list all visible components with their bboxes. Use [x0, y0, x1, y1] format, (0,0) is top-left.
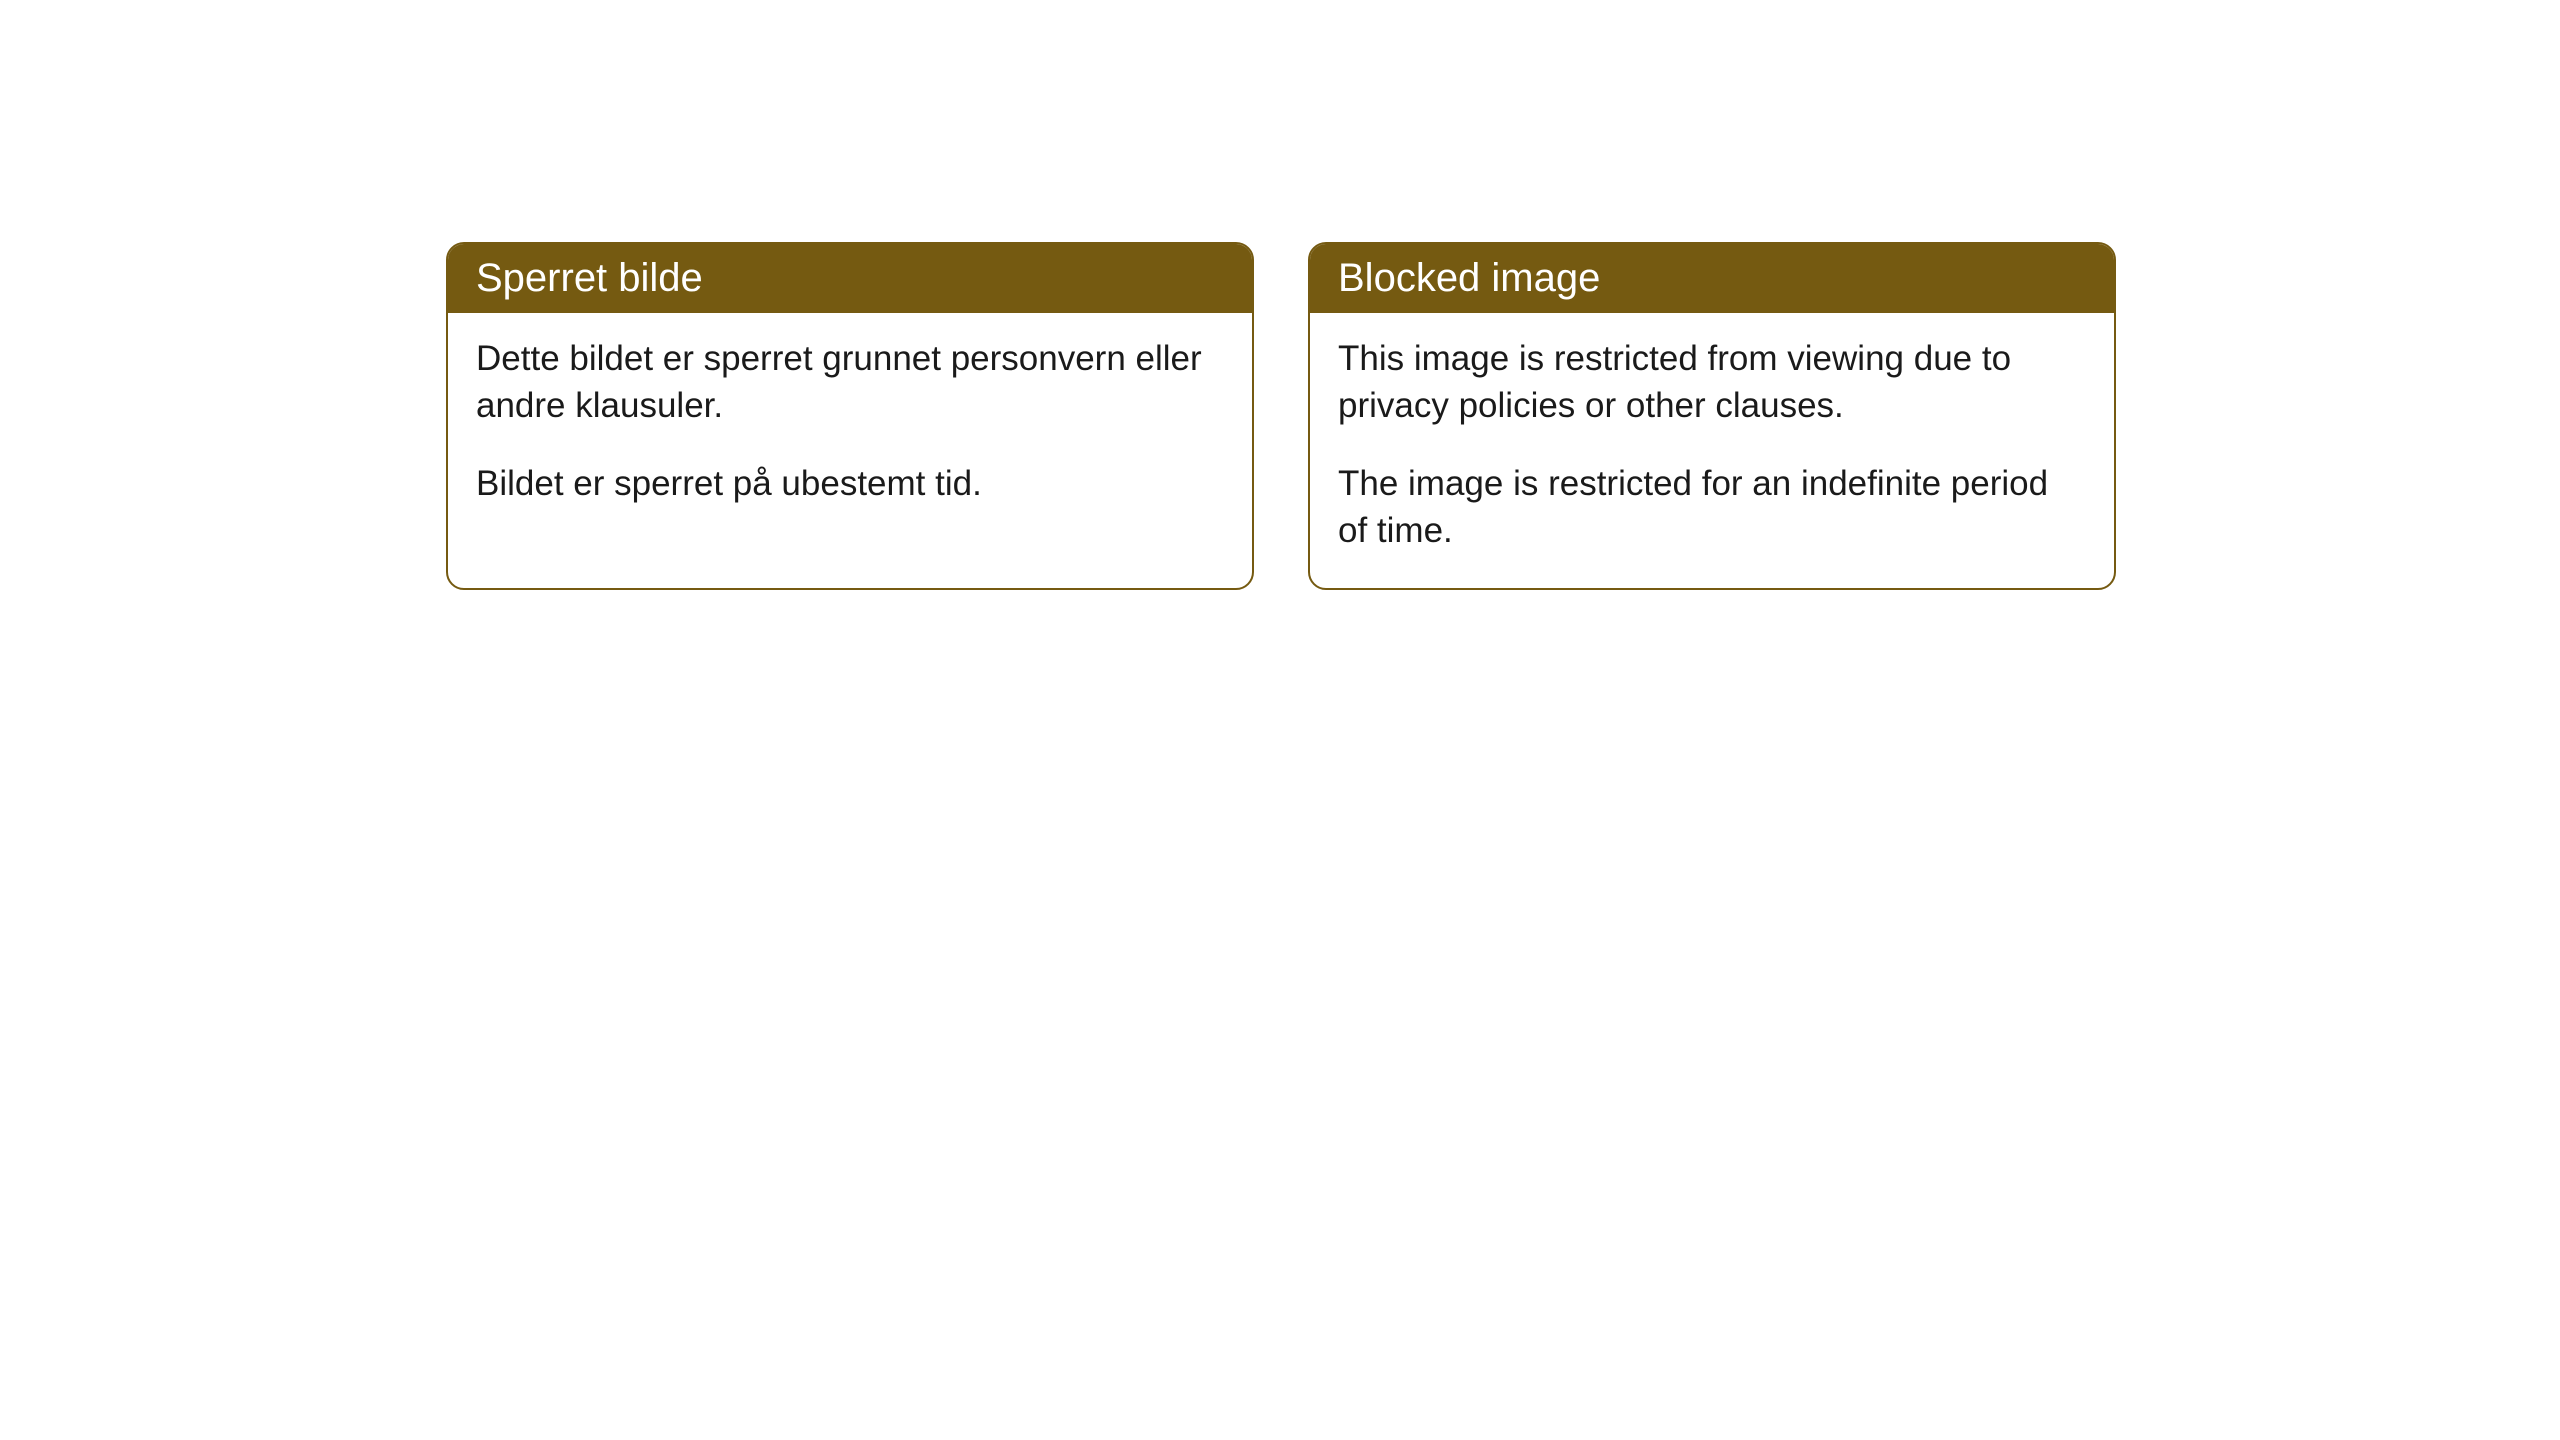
card-paragraph-2-english: The image is restricted for an indefinit… — [1338, 460, 2086, 555]
card-body-english: This image is restricted from viewing du… — [1310, 313, 2114, 588]
notice-cards-container: Sperret bilde Dette bildet er sperret gr… — [446, 242, 2116, 590]
card-paragraph-1-english: This image is restricted from viewing du… — [1338, 335, 2086, 430]
blocked-image-card-english: Blocked image This image is restricted f… — [1308, 242, 2116, 590]
card-paragraph-2-norwegian: Bildet er sperret på ubestemt tid. — [476, 460, 1224, 507]
card-header-norwegian: Sperret bilde — [448, 244, 1252, 313]
blocked-image-card-norwegian: Sperret bilde Dette bildet er sperret gr… — [446, 242, 1254, 590]
card-body-norwegian: Dette bildet er sperret grunnet personve… — [448, 313, 1252, 541]
card-paragraph-1-norwegian: Dette bildet er sperret grunnet personve… — [476, 335, 1224, 430]
card-header-english: Blocked image — [1310, 244, 2114, 313]
